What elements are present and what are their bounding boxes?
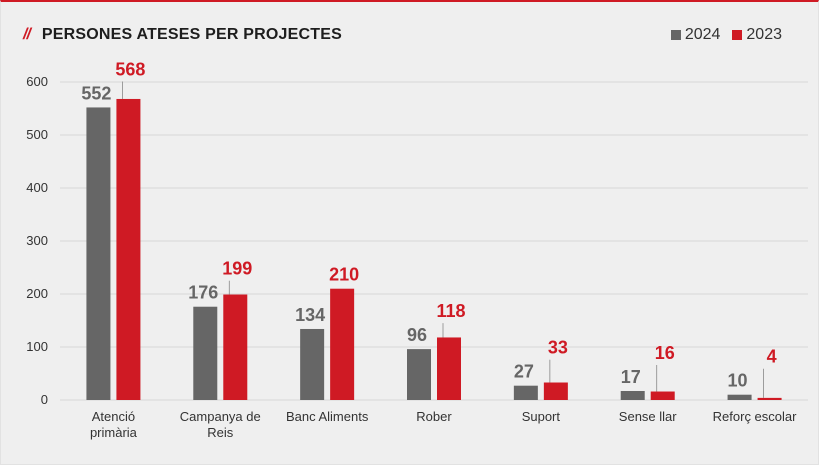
legend-label-2024: 2024: [684, 26, 721, 43]
legend-item-2024: 2024: [670, 26, 721, 44]
bar-2024-0: [86, 107, 111, 400]
bar-2023-0: [116, 98, 141, 401]
data-label-2024-3: 96: [407, 325, 427, 345]
data-label-2023-2: 210: [329, 265, 359, 285]
y-tick-label-0: 0: [41, 392, 48, 407]
data-label-2023-6: 4: [767, 347, 777, 367]
bar-2023-6: [757, 397, 782, 400]
bar-2023-1: [223, 294, 248, 400]
legend-swatch-2024: [670, 30, 681, 40]
bar-2023-3: [437, 337, 461, 400]
bar-2024-4: [513, 385, 538, 400]
category-label-0-0: Atenció: [92, 409, 135, 424]
data-label-2024-0: 552: [81, 83, 111, 103]
data-label-2023-1: 199: [222, 259, 252, 279]
category-label-2-0: Banc Aliments: [286, 409, 369, 424]
bar-2024-5: [620, 390, 645, 400]
data-label-2024-4: 27: [514, 362, 534, 382]
y-tick-label-600: 600: [26, 74, 48, 89]
data-label-2024-1: 176: [188, 283, 218, 303]
chart-header: // PERSONES ATESES PER PROJECTES: [23, 26, 342, 44]
chart-legend: 2024 2023: [670, 26, 782, 44]
y-tick-label-400: 400: [26, 180, 48, 195]
data-label-2023-4: 33: [548, 338, 568, 358]
data-label-2024-5: 17: [621, 367, 641, 387]
bar-2024-3: [407, 349, 431, 400]
y-tick-label-500: 500: [26, 127, 48, 142]
data-label-2024-6: 10: [728, 371, 748, 391]
category-label-0-1: primària: [90, 425, 138, 440]
bar-2024-1: [193, 306, 218, 400]
data-label-2023-3: 118: [436, 301, 465, 321]
bar-2023-4: [543, 382, 568, 400]
chart-title: PERSONES ATESES PER PROJECTES: [41, 26, 342, 43]
category-label-4-0: Suport: [522, 409, 561, 424]
category-label-1-0: Campanya de: [180, 409, 261, 424]
bar-2023-2: [330, 288, 355, 400]
legend-swatch-2023: [732, 30, 743, 40]
category-label-6-0: Reforç escolar: [713, 409, 797, 424]
bar-2023-5: [650, 391, 675, 400]
title-slashes: //: [23, 26, 31, 43]
category-label-1-1: Reis: [207, 425, 234, 440]
category-label-3-0: Rober: [416, 409, 452, 424]
legend-item-2023: 2023: [732, 26, 782, 44]
data-label-2024-2: 134: [295, 305, 325, 325]
legend-label-2023: 2023: [746, 26, 782, 43]
data-label-2023-5: 16: [655, 343, 675, 363]
y-tick-label-100: 100: [26, 339, 48, 354]
bar-2024-6: [727, 394, 752, 400]
bar-2024-2: [300, 328, 325, 400]
y-tick-label-300: 300: [26, 233, 48, 248]
category-label-5-0: Sense llar: [619, 409, 677, 424]
y-tick-label-200: 200: [26, 286, 48, 301]
data-label-2023-0: 568: [115, 59, 145, 79]
